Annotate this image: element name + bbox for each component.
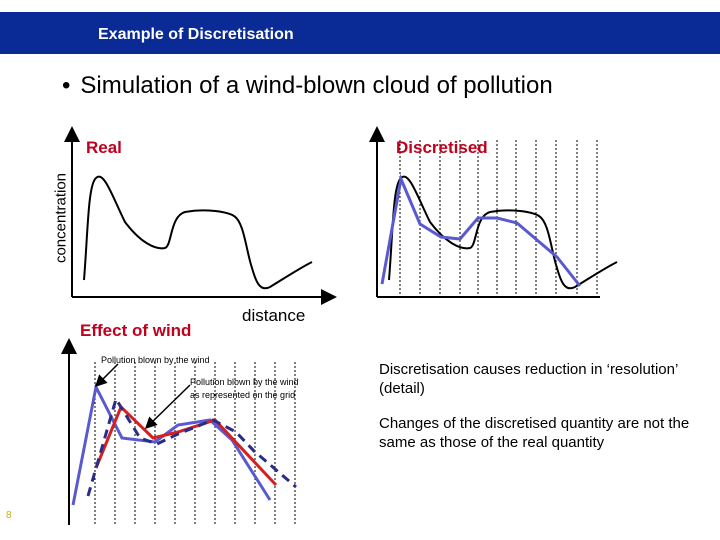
x-axis-label: distance: [242, 306, 306, 325]
wind-grid-curve: [86, 395, 297, 497]
effect-of-wind-label: Effect of wind: [80, 321, 192, 340]
wind-real-arrow: [94, 363, 119, 388]
wind-real-curve: [94, 404, 278, 487]
discretised-label: Discretised: [396, 138, 488, 157]
disc-real-curve: [388, 175, 618, 290]
note-changes: Changes of the discretised quantity are …: [379, 415, 690, 451]
wind-grid-annotation-line1: Pollution blown by the wind: [190, 377, 299, 387]
discretised-panel: [369, 126, 618, 298]
title-bar: Example of Discretisation: [0, 12, 720, 54]
disc-step-curve: [380, 173, 582, 287]
real-panel: [64, 126, 337, 305]
note-resolution: Discretisation causes reduction in ‘reso…: [379, 361, 678, 397]
wind-grid-lines: [94, 362, 296, 525]
wind-real-annotation: Pollution blown by the wind: [101, 355, 210, 365]
bullet-text: Simulation of a wind-blown cloud of poll…: [80, 72, 553, 99]
wind-grid-annotation-line2: as represented on the grid: [190, 390, 296, 400]
wind-panel: [61, 338, 297, 525]
y-axis-label: concentration: [52, 172, 70, 264]
wind-grid-arrow: [144, 384, 191, 430]
bullet-marker: •: [62, 72, 71, 99]
real-concentration-curve: [83, 175, 313, 290]
slide-title: Example of Discretisation: [98, 26, 294, 43]
real-label: Real: [86, 138, 122, 157]
slide-number: 8: [6, 510, 12, 521]
notes: Discretisation causes reduction in ‘reso…: [379, 360, 709, 468]
bullet-point: • Simulation of a wind-blown cloud of pol…: [62, 72, 553, 100]
